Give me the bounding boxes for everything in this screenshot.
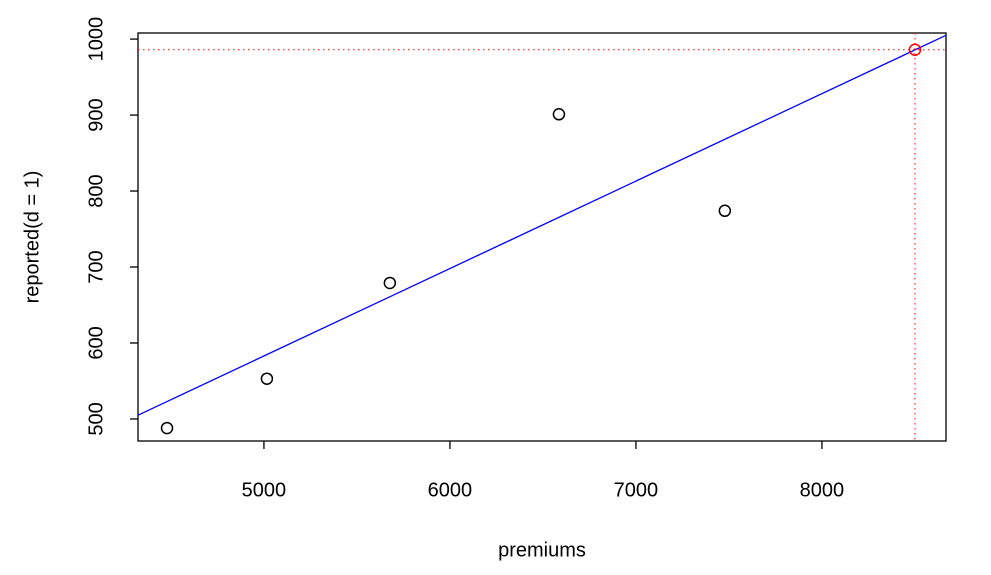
point [552,108,566,121]
plot-box [137,32,947,442]
y-tick-label: 900 [85,98,107,131]
prediction-point [908,43,922,56]
x-axis-label: premiums [498,539,586,561]
y-tick-label: 800 [85,174,107,207]
point [718,204,732,218]
x-tick-label: 7000 [614,479,659,501]
y-tick-label: 1000 [85,17,107,62]
x-tick-label: 8000 [800,479,845,501]
point [260,372,274,385]
x-tick-label: 6000 [428,479,473,501]
regression-line [138,34,946,416]
x-tick-label: 5000 [242,479,287,501]
y-tick-label: 700 [85,250,107,283]
y-tick-label: 600 [85,326,107,359]
point [383,276,397,290]
y-tick-label: 500 [85,402,107,435]
y-axis-label: reported(d = 1) [21,171,43,304]
point [160,421,174,435]
